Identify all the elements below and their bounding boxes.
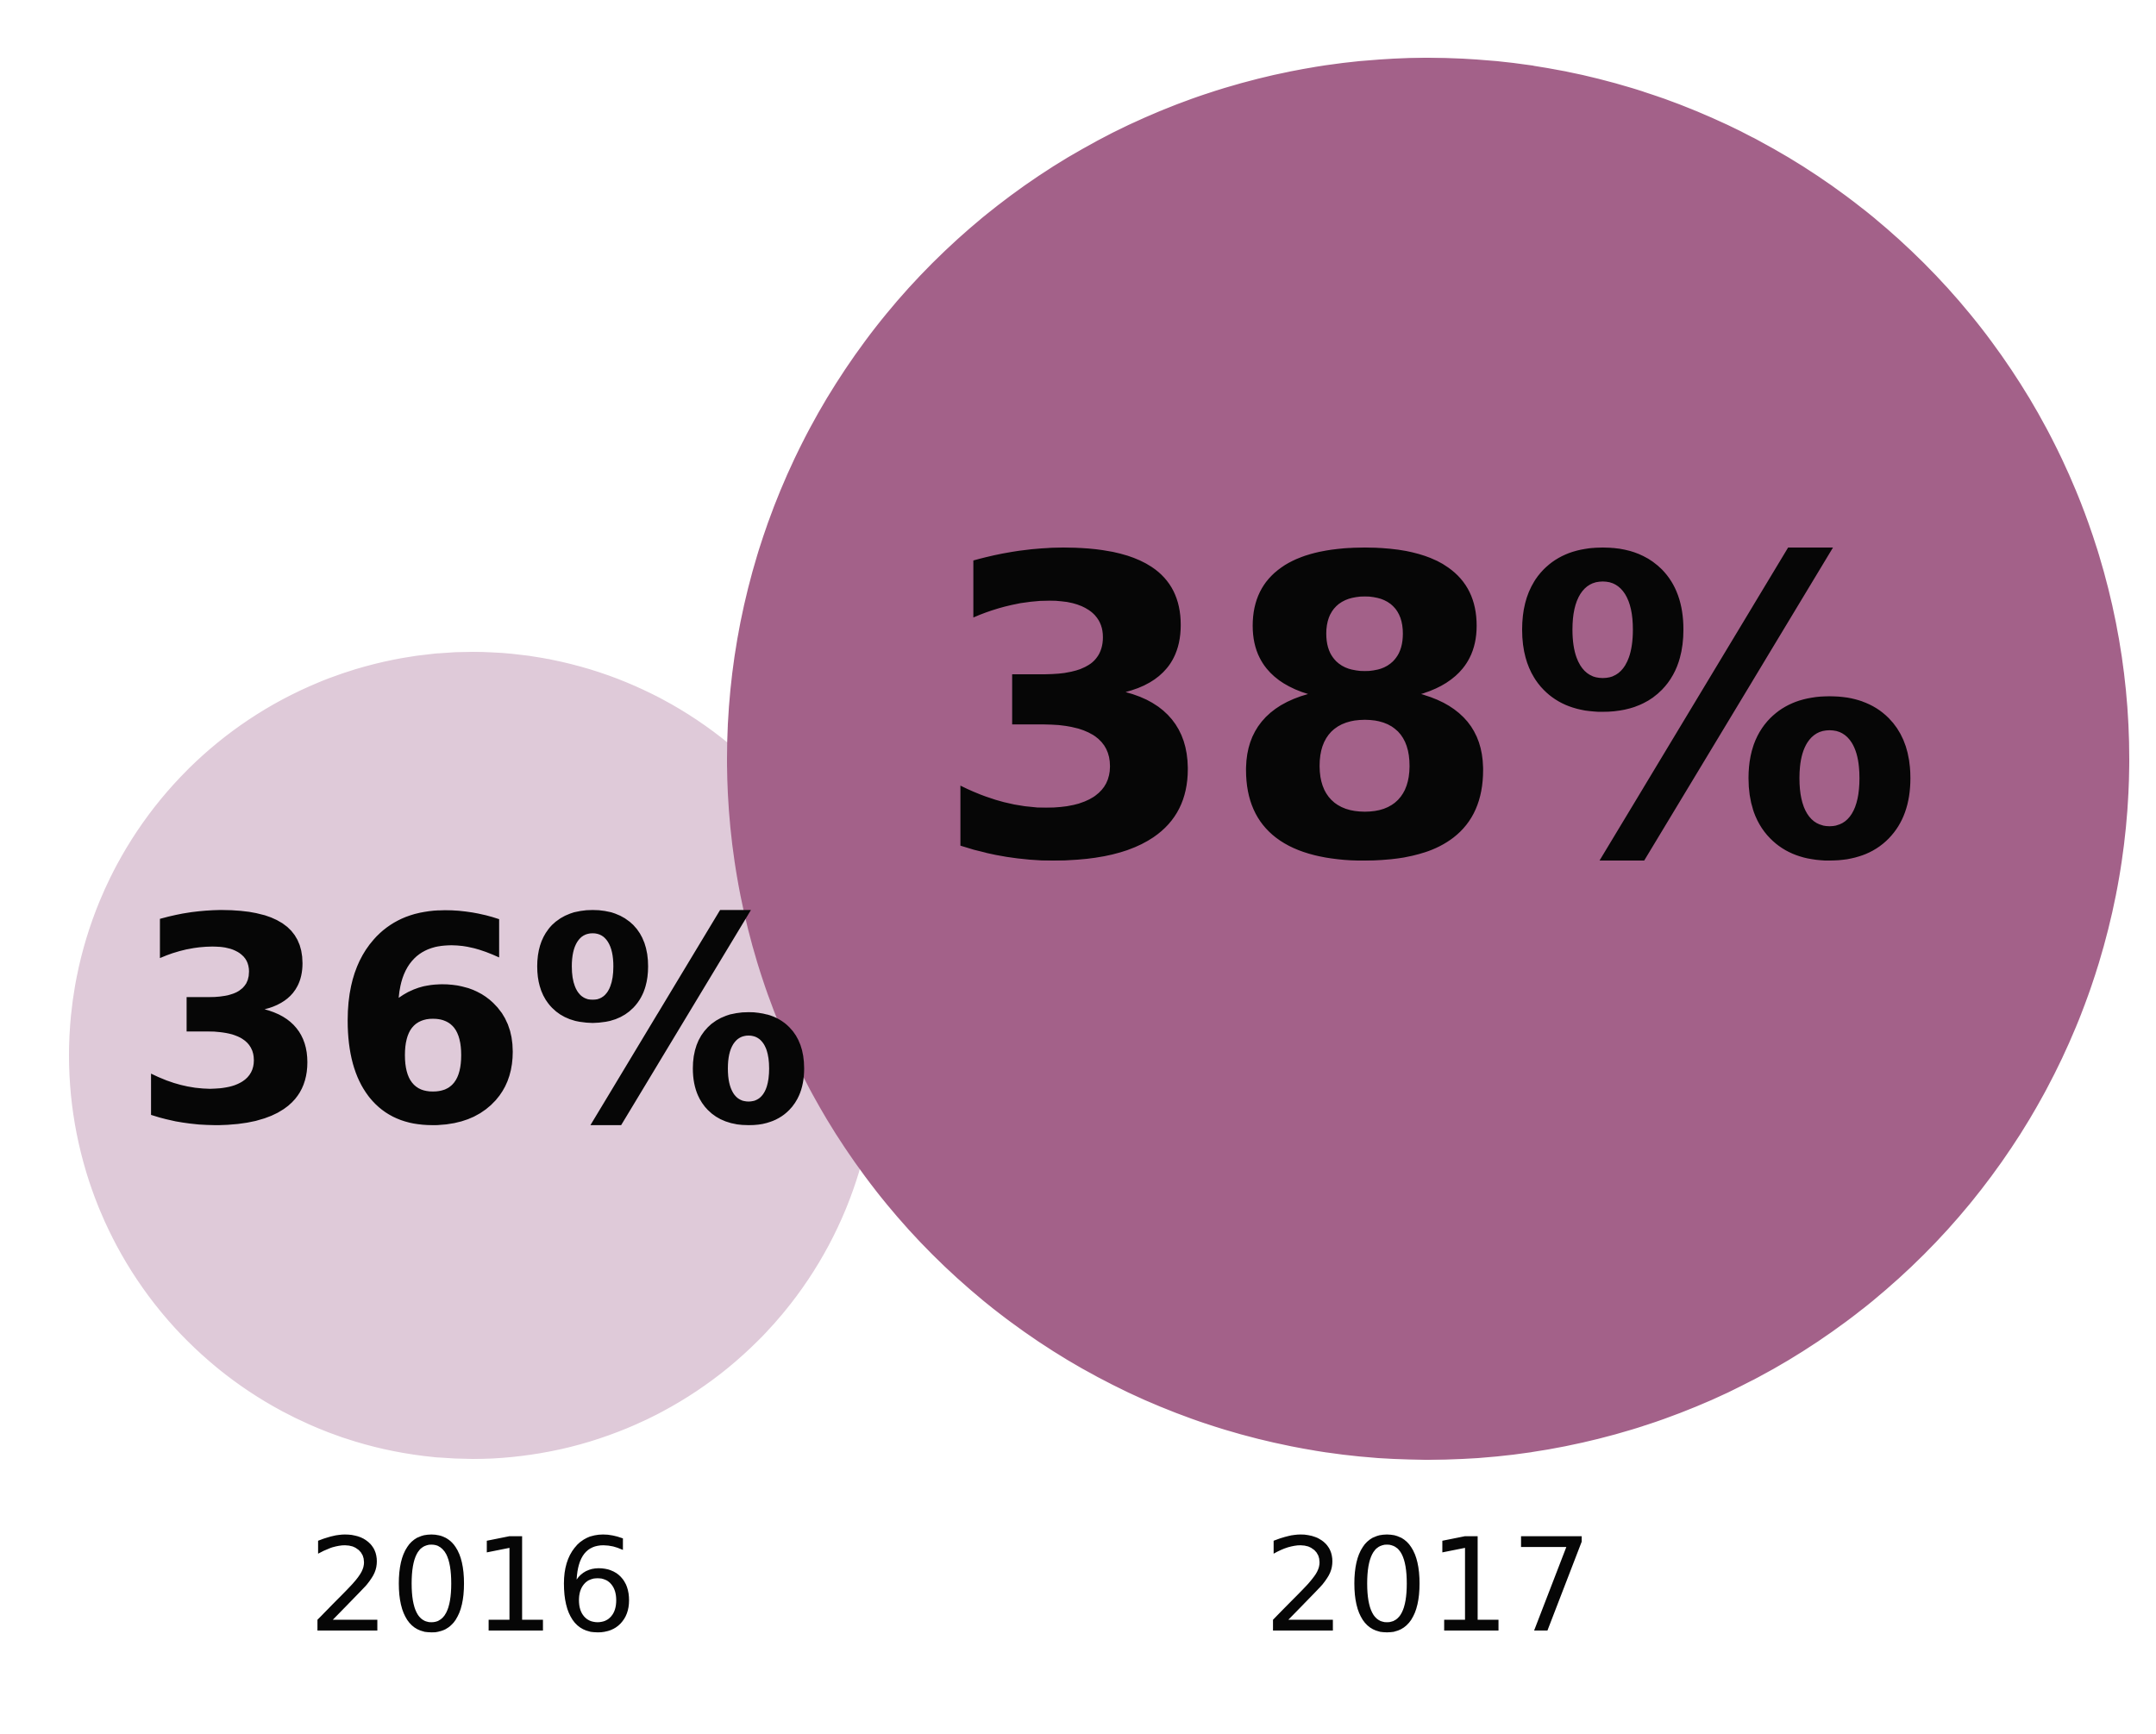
bubble (727, 58, 2129, 1460)
category-label: 2016 (308, 1512, 637, 1662)
value-label: 38% (933, 471, 1924, 953)
category-label: 2017 (1263, 1512, 1593, 1662)
value-label: 36% (132, 857, 813, 1188)
bubble (69, 652, 876, 1459)
